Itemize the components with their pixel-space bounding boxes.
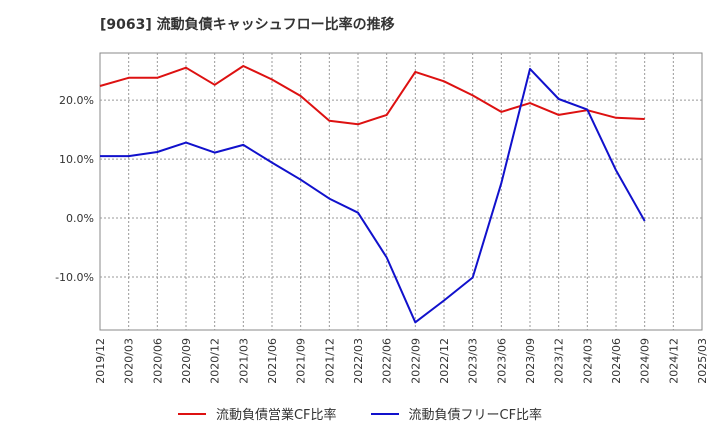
x-tick-label: 2022/09 bbox=[409, 338, 422, 384]
x-tick-label: 2020/09 bbox=[180, 338, 193, 384]
legend-swatch-operating-cf bbox=[177, 412, 206, 415]
x-tick-label: 2021/03 bbox=[237, 338, 250, 384]
legend: 流動負債営業CF比率 流動負債フリーCF比率 bbox=[0, 404, 720, 423]
x-tick-label: 2019/12 bbox=[94, 338, 107, 384]
y-tick-label: -10.0% bbox=[55, 271, 94, 284]
chart-title: [9063] 流動負債キャッシュフロー比率の推移 bbox=[100, 17, 395, 33]
x-tick-label: 2021/09 bbox=[295, 338, 308, 384]
x-tick-label: 2021/06 bbox=[266, 338, 279, 384]
legend-item-free-cf: 流動負債フリーCF比率 bbox=[370, 404, 543, 423]
y-axis-ticks: -10.0% 0.0% 10.0% 20.0% bbox=[55, 94, 94, 284]
legend-item-operating-cf: 流動負債営業CF比率 bbox=[177, 404, 337, 423]
x-axis-ticks: 2019/12 2020/03 2020/06 2020/09 2020/12 2021/… bbox=[94, 338, 709, 384]
x-tick-label: 2023/12 bbox=[553, 338, 566, 384]
x-tick-label: 2023/06 bbox=[495, 338, 508, 384]
grid bbox=[100, 53, 702, 330]
x-tick-label: 2020/06 bbox=[151, 338, 164, 384]
plot-area bbox=[99, 52, 703, 331]
x-tick-label: 2023/09 bbox=[524, 338, 537, 384]
x-tick-label: 2022/03 bbox=[352, 338, 365, 384]
x-tick-label: 2024/06 bbox=[610, 338, 623, 384]
y-tick-label: 0.0% bbox=[66, 212, 94, 225]
series-line-1 bbox=[99, 65, 645, 126]
x-tick-label: 2020/03 bbox=[123, 338, 136, 384]
x-tick-label: 2024/03 bbox=[581, 338, 594, 384]
legend-label-free-cf: 流動負債フリーCF比率 bbox=[408, 408, 543, 423]
x-tick-label: 2024/12 bbox=[667, 338, 680, 384]
legend-swatch-free-cf bbox=[370, 412, 399, 415]
x-tick-label: 2022/12 bbox=[438, 338, 451, 384]
legend-label-operating-cf: 流動負債営業CF比率 bbox=[215, 408, 337, 423]
x-tick-label: 2024/09 bbox=[639, 338, 652, 384]
x-tick-label: 2020/12 bbox=[209, 338, 222, 384]
y-tick-label: 10.0% bbox=[59, 153, 94, 166]
y-tick-label: 20.0% bbox=[59, 94, 94, 107]
x-tick-label: 2023/03 bbox=[467, 338, 480, 384]
series-line-2 bbox=[100, 67, 646, 324]
x-tick-label: 2021/12 bbox=[323, 338, 336, 384]
x-tick-label: 2022/06 bbox=[381, 338, 394, 384]
x-tick-label: 2025/03 bbox=[696, 338, 709, 384]
series-lines bbox=[99, 65, 646, 324]
